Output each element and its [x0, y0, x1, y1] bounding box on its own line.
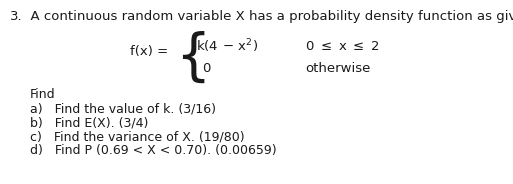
Text: {: {: [175, 31, 210, 85]
Text: 3.: 3.: [10, 10, 23, 23]
Text: 0: 0: [202, 61, 210, 75]
Text: b)   Find E(X). (3/4): b) Find E(X). (3/4): [30, 116, 148, 129]
Text: a)   Find the value of k. (3/16): a) Find the value of k. (3/16): [30, 102, 216, 115]
Text: Find: Find: [30, 88, 55, 101]
Text: f(x) =: f(x) =: [130, 45, 172, 59]
Text: k(4$\,-\,$x$^2$): k(4$\,-\,$x$^2$): [196, 37, 258, 55]
Text: otherwise: otherwise: [305, 61, 370, 75]
Text: 0 $\leq$ x $\leq$ 2: 0 $\leq$ x $\leq$ 2: [305, 40, 380, 52]
Text: c)   Find the variance of X. (19/80): c) Find the variance of X. (19/80): [30, 130, 245, 143]
Text: d)   Find P (0.69 < X < 0.70). (0.00659): d) Find P (0.69 < X < 0.70). (0.00659): [30, 144, 277, 157]
Text: A continuous random variable X has a probability density function as given below: A continuous random variable X has a pro…: [22, 10, 513, 23]
